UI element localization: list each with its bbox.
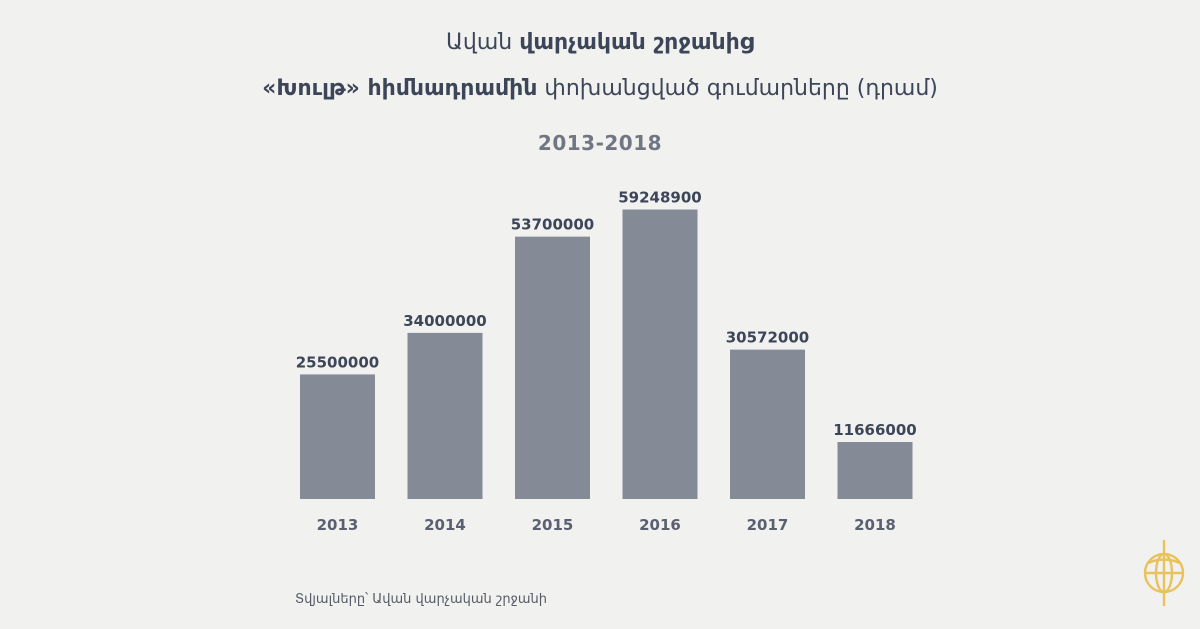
bar-2014 bbox=[407, 332, 483, 499]
x-tick-label: 2015 bbox=[532, 516, 574, 534]
bar-2016 bbox=[622, 209, 698, 500]
x-tick-label: 2016 bbox=[639, 516, 681, 534]
chart-title-line-2: «Խուլթ» հիմնադրամին փոխանցված գումարները… bbox=[0, 76, 1200, 101]
bar-value-label: 34000000 bbox=[403, 312, 487, 330]
chart-subtitle: 2013-2018 bbox=[537, 131, 663, 155]
title-normal-part: Ավան bbox=[446, 30, 520, 55]
x-tick-label: 2017 bbox=[747, 516, 789, 534]
bar-2017 bbox=[730, 349, 805, 499]
chart-title-line-1: Ավան վարչական շրջանից bbox=[0, 30, 1200, 55]
globe-logo-icon bbox=[1143, 540, 1185, 606]
title-bold-part: վարչական շրջանից bbox=[519, 30, 754, 55]
title-normal-part: փոխանցված գումարները (դրամ) bbox=[537, 76, 938, 101]
title-bold-part: «Խուլթ» հիմնադրամին bbox=[262, 76, 538, 101]
bar-value-label: 30572000 bbox=[726, 329, 810, 347]
x-tick-label: 2014 bbox=[424, 516, 466, 534]
bar-2015 bbox=[515, 236, 590, 499]
bar-value-label: 53700000 bbox=[511, 216, 595, 234]
bar-2018 bbox=[837, 442, 913, 499]
bar-value-label: 59248900 bbox=[618, 189, 702, 207]
x-tick-label: 2018 bbox=[854, 516, 896, 534]
bar-value-label: 11666000 bbox=[833, 421, 917, 439]
bar-value-label: 25500000 bbox=[296, 353, 380, 371]
x-tick-label: 2013 bbox=[317, 516, 359, 534]
bar-2013 bbox=[300, 374, 375, 499]
source-note: Տվյալները՝ Ավան վարչական շրջանի bbox=[295, 592, 548, 607]
